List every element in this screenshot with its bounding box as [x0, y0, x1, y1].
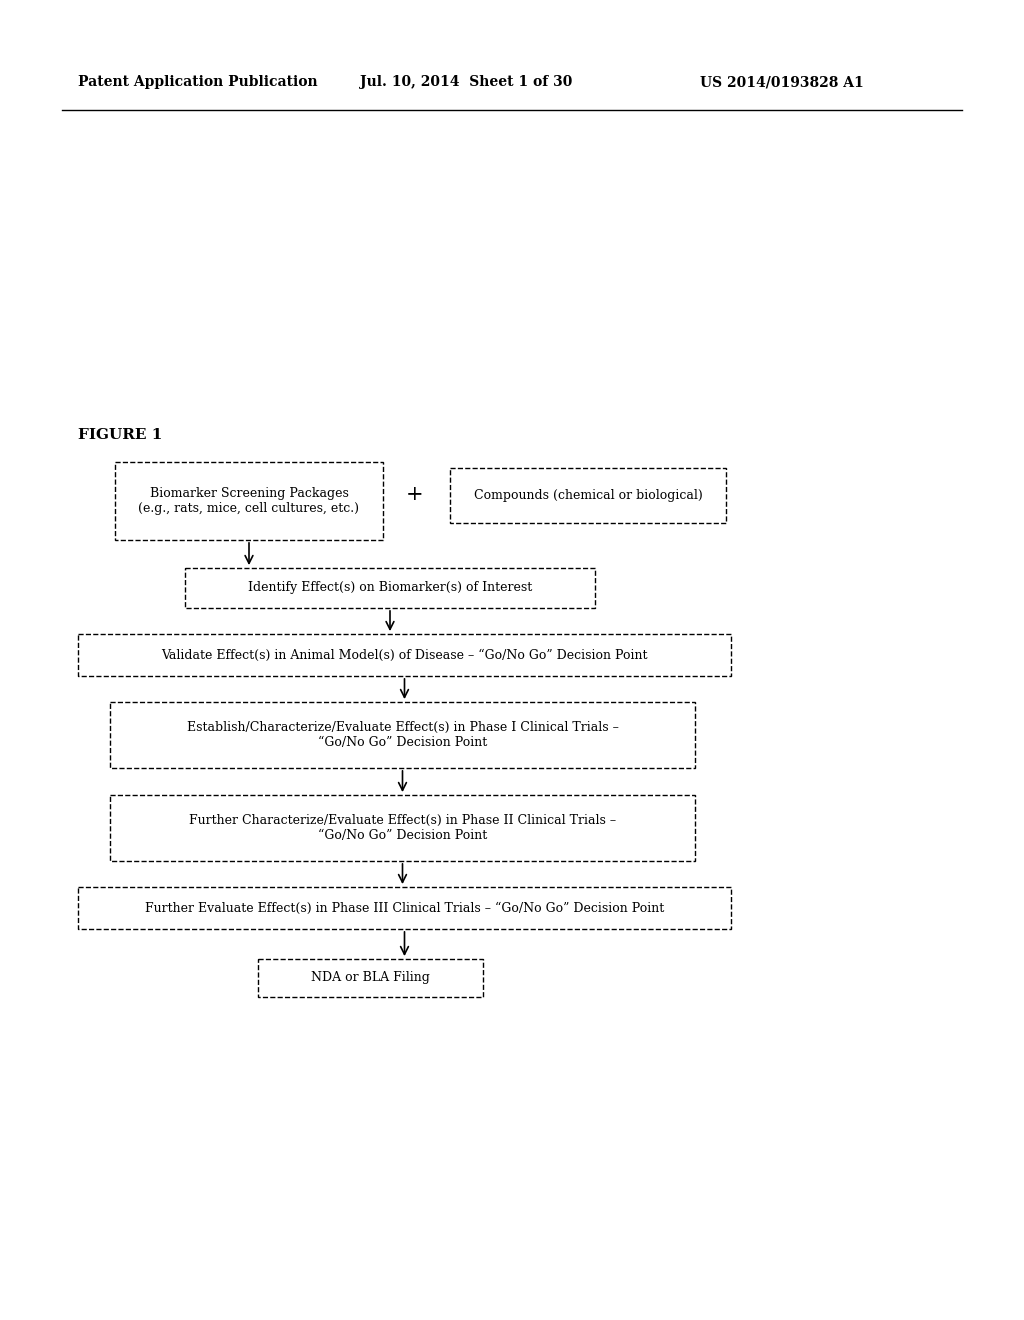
- Text: Compounds (chemical or biological): Compounds (chemical or biological): [474, 488, 702, 502]
- Text: FIGURE 1: FIGURE 1: [78, 428, 163, 442]
- Text: +: +: [407, 486, 424, 504]
- Text: Validate Effect(s) in Animal Model(s) of Disease – “Go/No Go” Decision Point: Validate Effect(s) in Animal Model(s) of…: [161, 648, 648, 661]
- FancyBboxPatch shape: [450, 469, 726, 523]
- FancyBboxPatch shape: [78, 887, 731, 929]
- FancyBboxPatch shape: [115, 462, 383, 540]
- Text: Establish/Characterize/Evaluate Effect(s) in Phase I Clinical Trials –
“Go/No Go: Establish/Characterize/Evaluate Effect(s…: [186, 721, 618, 748]
- Text: Identify Effect(s) on Biomarker(s) of Interest: Identify Effect(s) on Biomarker(s) of In…: [248, 582, 532, 594]
- FancyBboxPatch shape: [78, 634, 731, 676]
- FancyBboxPatch shape: [185, 568, 595, 609]
- Text: US 2014/0193828 A1: US 2014/0193828 A1: [700, 75, 864, 88]
- Text: Further Evaluate Effect(s) in Phase III Clinical Trials – “Go/No Go” Decision Po: Further Evaluate Effect(s) in Phase III …: [144, 902, 665, 915]
- Text: Further Characterize/Evaluate Effect(s) in Phase II Clinical Trials –
“Go/No Go”: Further Characterize/Evaluate Effect(s) …: [189, 814, 616, 842]
- FancyBboxPatch shape: [110, 702, 695, 768]
- Text: NDA or BLA Filing: NDA or BLA Filing: [311, 972, 430, 985]
- Text: Patent Application Publication: Patent Application Publication: [78, 75, 317, 88]
- Text: Jul. 10, 2014  Sheet 1 of 30: Jul. 10, 2014 Sheet 1 of 30: [360, 75, 572, 88]
- Text: Biomarker Screening Packages
(e.g., rats, mice, cell cultures, etc.): Biomarker Screening Packages (e.g., rats…: [138, 487, 359, 515]
- FancyBboxPatch shape: [110, 795, 695, 861]
- FancyBboxPatch shape: [258, 960, 483, 997]
